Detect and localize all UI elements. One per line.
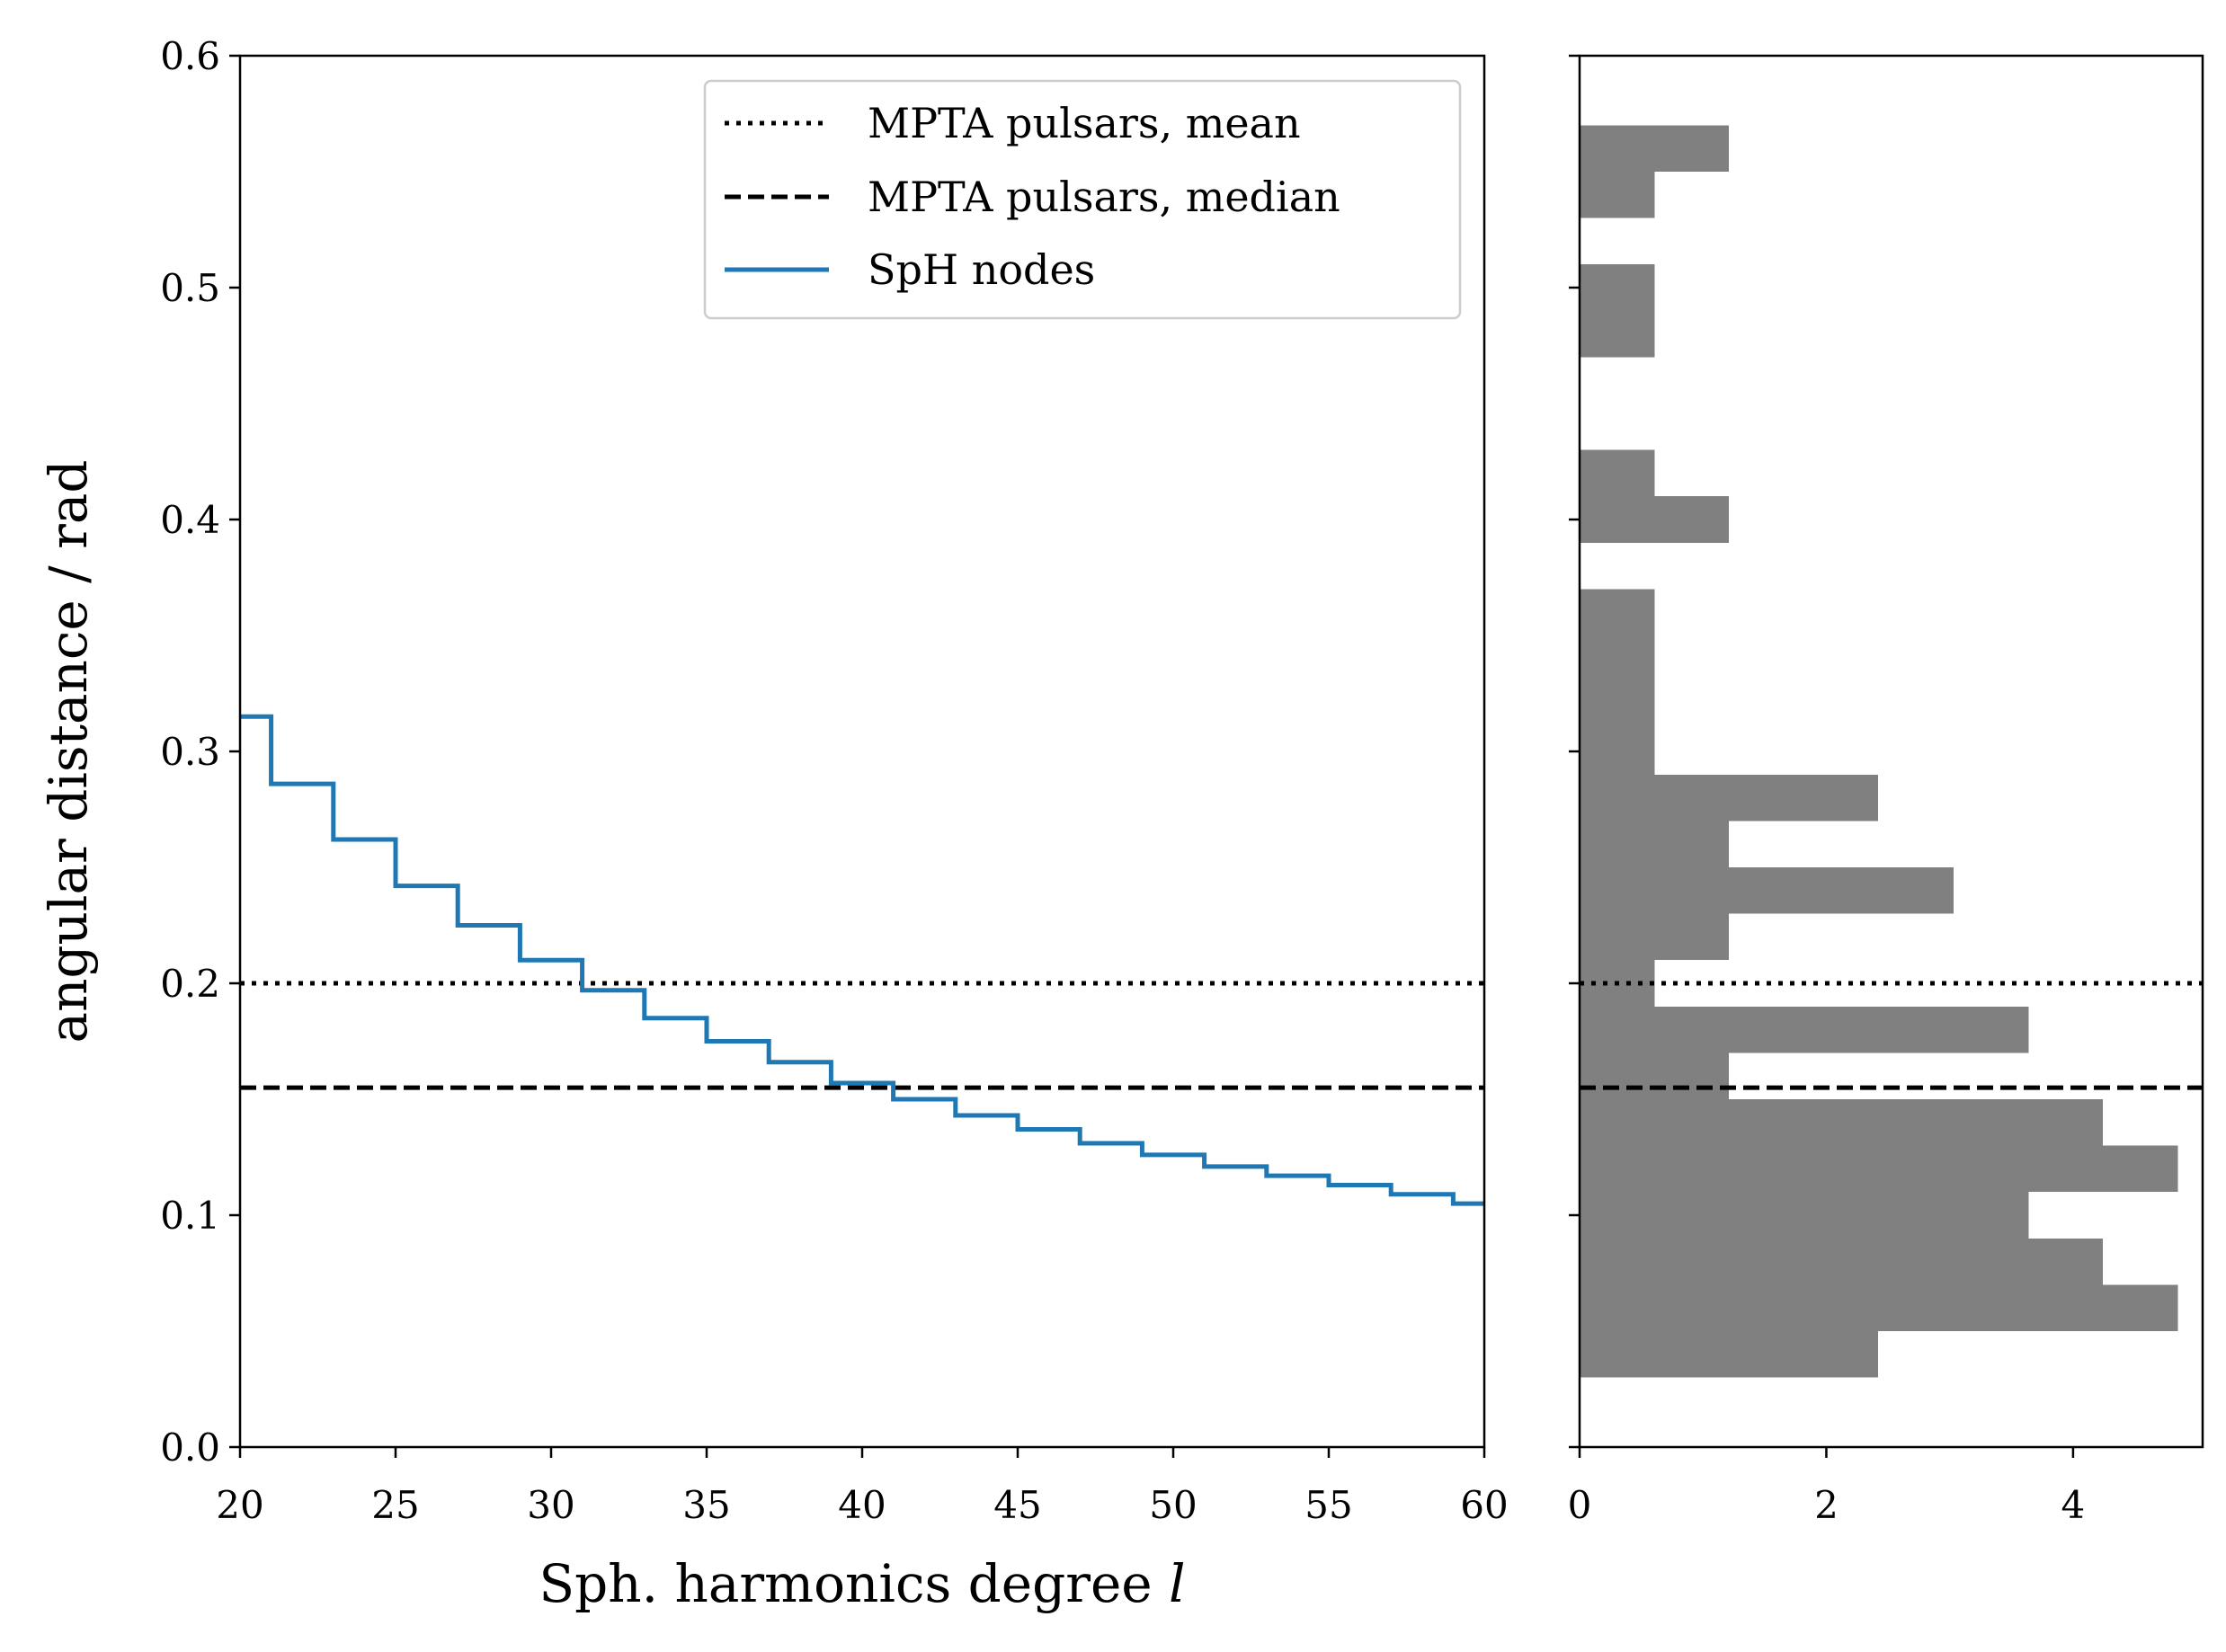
left-y-tick-label: 0.3 — [160, 730, 220, 774]
left-y-tick-label: 0.1 — [160, 1194, 220, 1238]
legend: MPTA pulsars, mean MPTA pulsars, median … — [703, 79, 1462, 320]
right-x-ticks: 0 2 4 — [1568, 1447, 2086, 1527]
left-x-tick-label: 20 — [216, 1483, 263, 1527]
x-axis-label: Sph. harmonics degree l — [539, 1553, 1185, 1614]
left-x-tick-label: 50 — [1149, 1483, 1197, 1527]
y-axis-label: angular distance / rad — [38, 459, 99, 1043]
histogram-bar — [1580, 1052, 1730, 1099]
left-x-tick-label: 60 — [1460, 1483, 1508, 1527]
histogram-bar — [1580, 728, 1655, 775]
histogram-bar — [1580, 635, 1655, 682]
left-panel: 20 25 30 35 40 45 50 55 60 0.0 0.1 0.2 0.3 0.4 0.5 0.6… — [38, 34, 1509, 1614]
left-x-ticks: 20 25 30 35 40 45 50 55 60 — [216, 1447, 1509, 1527]
left-x-tick-label: 25 — [371, 1483, 419, 1527]
histogram-bar — [1580, 310, 1655, 358]
right-panel: 0 2 4 — [1568, 54, 2204, 1527]
legend-sph-label: SpH nodes — [868, 245, 1095, 294]
histogram-bar — [1580, 264, 1655, 311]
left-y-tick-label: 0.2 — [160, 962, 220, 1006]
legend-mean-label: MPTA pulsars, mean — [868, 99, 1301, 147]
left-y-tick-label: 0.4 — [160, 498, 220, 542]
histogram-bar — [1580, 681, 1655, 729]
right-reference-lines — [1580, 981, 2203, 1090]
histogram-bar — [1580, 1331, 1879, 1378]
left-x-tick-label: 35 — [682, 1483, 730, 1527]
right-y-ticks — [1569, 54, 1580, 1449]
histogram-bar — [1580, 821, 1730, 867]
left-plot-area — [240, 714, 1484, 1206]
right-x-tick-label: 4 — [2061, 1483, 2086, 1527]
histogram-bar — [1580, 172, 1655, 218]
histogram-bars — [1580, 125, 2178, 1378]
histogram-bar — [1580, 1238, 2103, 1285]
right-x-tick-label: 0 — [1568, 1483, 1592, 1527]
histogram-bar — [1580, 1284, 2178, 1331]
left-y-ticks: 0.0 0.1 0.2 0.3 0.4 0.5 0.6 — [160, 34, 240, 1470]
histogram-bar — [1580, 449, 1655, 497]
left-y-tick-label: 0.0 — [160, 1426, 220, 1470]
left-y-tick-label: 0.6 — [160, 34, 220, 78]
histogram-bar — [1580, 774, 1879, 822]
x-axis-label-italic: l — [1169, 1553, 1186, 1614]
left-y-tick-label: 0.5 — [160, 266, 220, 310]
histogram-bar — [1580, 1192, 2029, 1239]
histogram-bar — [1580, 1006, 2029, 1053]
histogram-bar — [1580, 496, 1730, 543]
sph-nodes-line — [240, 714, 1484, 1206]
histogram-bar — [1580, 867, 1954, 914]
x-axis-label-text: Sph. harmonics degree — [539, 1553, 1169, 1614]
left-x-tick-label: 45 — [993, 1483, 1041, 1527]
legend-median-label: MPTA pulsars, median — [868, 173, 1340, 221]
histogram-bar — [1580, 125, 1730, 172]
left-x-tick-label: 40 — [838, 1483, 886, 1527]
histogram-bar — [1580, 1099, 2103, 1146]
left-x-tick-label: 55 — [1304, 1483, 1352, 1527]
legend-frame — [703, 79, 1462, 320]
histogram-bar — [1580, 589, 1655, 635]
histogram-bar — [1580, 913, 1730, 961]
histogram-bar — [1580, 1145, 2178, 1193]
right-x-tick-label: 2 — [1814, 1483, 1839, 1527]
left-x-tick-label: 30 — [527, 1483, 574, 1527]
